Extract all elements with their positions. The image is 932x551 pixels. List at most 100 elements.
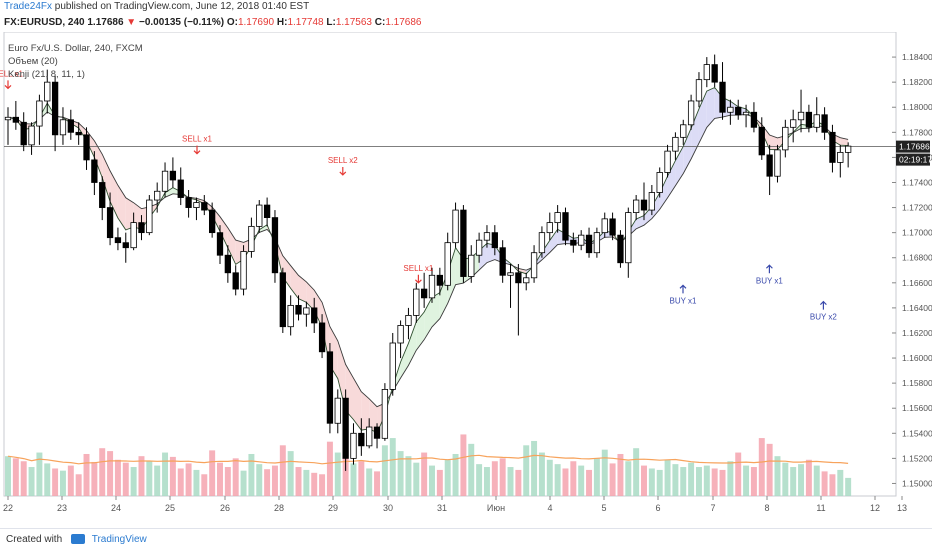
candle-down xyxy=(295,304,302,315)
volume-bar xyxy=(5,456,11,496)
y-tick-label: 1.16800 xyxy=(902,253,932,263)
volume-bar xyxy=(688,462,695,496)
candle-up xyxy=(774,149,781,177)
volume-bar xyxy=(515,469,522,496)
volume-bar xyxy=(209,450,216,496)
y-tick-label: 1.17400 xyxy=(902,177,932,187)
volume-bar xyxy=(719,469,726,496)
candle-down xyxy=(263,204,271,219)
x-tick-label: 25 xyxy=(165,503,175,513)
candle-up xyxy=(790,119,797,128)
buy-arrow-icon xyxy=(819,300,827,310)
candle-up xyxy=(193,202,200,208)
volume-bar xyxy=(578,465,585,496)
sell-signal-label: SELL x1 xyxy=(0,69,24,78)
candle-up xyxy=(334,397,341,424)
kenji-band-segment xyxy=(447,247,456,304)
footer-bar: Created with TradingView xyxy=(0,528,932,551)
y-tick-label: 1.17000 xyxy=(902,228,932,238)
volume-bar xyxy=(743,465,750,496)
price-chart[interactable]: 1.184001.182001.180001.178001.176001.174… xyxy=(0,32,932,528)
candle-down xyxy=(216,232,224,256)
brand-link[interactable]: Trade24Fx xyxy=(4,1,52,12)
candle-up xyxy=(695,79,703,102)
volume-bar xyxy=(397,451,404,496)
volume-bar xyxy=(311,472,318,496)
y-tick-label: 1.15600 xyxy=(902,403,932,413)
candle-up xyxy=(130,222,137,249)
volume-bar xyxy=(279,445,286,496)
volume-bar xyxy=(782,462,789,496)
candle-down xyxy=(318,322,326,353)
candle-up xyxy=(546,222,553,234)
candle-up xyxy=(161,170,169,192)
volume-bar xyxy=(75,474,82,496)
candle-up xyxy=(452,209,459,244)
candle-up xyxy=(248,225,255,252)
volume-bar xyxy=(452,453,459,496)
candle-down xyxy=(201,202,208,211)
buy-signal-label: BUY x2 xyxy=(810,313,838,322)
candle-up xyxy=(672,136,679,152)
candle-up xyxy=(146,199,153,234)
candle-down xyxy=(719,81,726,113)
volume-bar xyxy=(821,471,828,496)
tradingview-link[interactable]: TradingView xyxy=(91,534,147,545)
x-tick-label: 22 xyxy=(3,503,13,513)
high-value: 1.17748 xyxy=(287,17,324,28)
volume-bar xyxy=(154,465,161,496)
candle-up xyxy=(381,389,389,439)
volume-bar xyxy=(358,461,365,496)
candle-up xyxy=(633,199,640,213)
volume-bar xyxy=(413,462,420,496)
candle-up xyxy=(664,150,671,173)
volume-bar xyxy=(295,467,302,496)
candle-up xyxy=(44,81,51,102)
kenji-band-segment xyxy=(314,290,323,328)
volume-bar xyxy=(664,459,671,496)
candle-up xyxy=(59,119,67,136)
candle-up xyxy=(578,234,585,246)
volume-bar xyxy=(829,474,836,496)
y-tick-label: 1.15400 xyxy=(902,428,932,438)
x-tick-label: 30 xyxy=(383,503,393,513)
y-tick-label: 1.15000 xyxy=(902,478,932,488)
candle-down xyxy=(271,217,279,274)
volume-bar xyxy=(114,459,121,496)
sell-arrow-icon xyxy=(193,145,201,155)
volume-bar xyxy=(334,452,341,496)
candle-down xyxy=(766,154,773,177)
candle-down xyxy=(99,182,106,208)
candle-down xyxy=(169,170,177,181)
candle-down xyxy=(106,207,114,239)
countdown-tag-label: 02:19:17 xyxy=(899,155,932,165)
volume-bar xyxy=(617,453,624,496)
volume-bar xyxy=(185,463,192,496)
candle-down xyxy=(491,232,498,249)
volume-bar xyxy=(20,461,27,496)
volume-bar xyxy=(586,469,593,496)
volume-bar xyxy=(523,445,530,496)
volume-bar xyxy=(798,464,805,496)
candle-up xyxy=(523,277,530,284)
kenji-band-segment xyxy=(644,206,652,226)
volume-bar xyxy=(483,467,490,496)
candle-up xyxy=(413,288,420,316)
candle-down xyxy=(758,126,765,156)
volume-bar xyxy=(750,467,757,496)
kenji-band-segment xyxy=(769,134,778,150)
kenji-band-segment xyxy=(432,292,440,327)
candle-down xyxy=(711,64,718,83)
kenji-band-segment xyxy=(298,275,307,303)
volume-bar xyxy=(28,467,35,496)
candle-up xyxy=(703,64,710,81)
candle-down xyxy=(585,234,593,254)
volume-bar xyxy=(625,461,632,496)
candle-up xyxy=(428,274,436,299)
x-tick-label: 26 xyxy=(220,503,230,513)
volume-bar xyxy=(271,465,278,496)
candle-down xyxy=(51,81,59,136)
x-tick-label: 28 xyxy=(274,503,284,513)
volume-bar xyxy=(633,448,640,496)
y-tick-label: 1.18400 xyxy=(902,52,932,62)
